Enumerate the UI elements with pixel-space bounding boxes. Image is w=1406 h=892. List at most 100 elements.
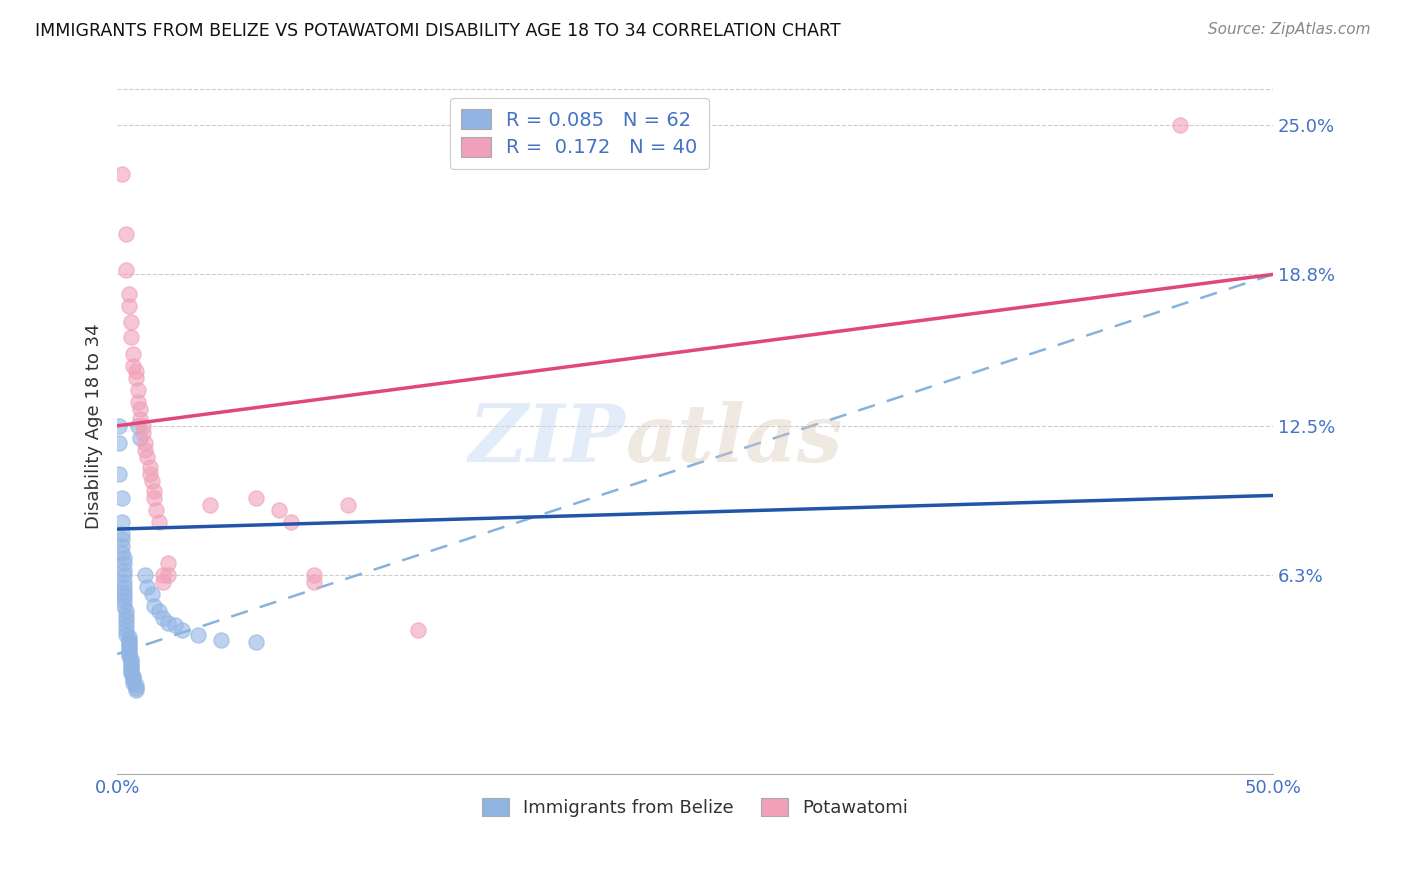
Point	[152, 574, 174, 589]
Point	[120, 661, 142, 675]
Point	[112, 584, 135, 599]
Point	[148, 604, 170, 618]
Point	[131, 425, 153, 440]
Point	[198, 498, 221, 512]
Point	[120, 659, 142, 673]
Point	[170, 623, 193, 637]
Point	[120, 654, 142, 668]
Point	[124, 363, 146, 377]
Point	[129, 411, 152, 425]
Point	[163, 618, 186, 632]
Point	[120, 652, 142, 666]
Point	[108, 435, 131, 450]
Point	[112, 567, 135, 582]
Point	[111, 527, 134, 541]
Point	[127, 383, 149, 397]
Point	[118, 647, 141, 661]
Y-axis label: Disability Age 18 to 34: Disability Age 18 to 34	[86, 323, 103, 529]
Point	[143, 483, 166, 498]
Point	[118, 640, 141, 654]
Point	[124, 370, 146, 384]
Point	[115, 618, 138, 632]
Point	[122, 671, 145, 685]
Point	[108, 418, 131, 433]
Point	[112, 594, 135, 608]
Point	[122, 359, 145, 373]
Point	[120, 657, 142, 671]
Point	[122, 673, 145, 688]
Point	[148, 515, 170, 529]
Point	[280, 515, 302, 529]
Point	[157, 567, 180, 582]
Point	[134, 442, 156, 457]
Point	[141, 474, 163, 488]
Point	[115, 604, 138, 618]
Point	[406, 623, 429, 637]
Point	[1168, 119, 1191, 133]
Point	[245, 635, 267, 649]
Point	[118, 642, 141, 657]
Point	[152, 611, 174, 625]
Point	[118, 299, 141, 313]
Point	[138, 459, 160, 474]
Point	[112, 580, 135, 594]
Point	[118, 644, 141, 658]
Point	[120, 316, 142, 330]
Point	[143, 491, 166, 505]
Point	[124, 683, 146, 698]
Point	[138, 467, 160, 481]
Point	[124, 681, 146, 695]
Point	[111, 515, 134, 529]
Point	[136, 580, 159, 594]
Point	[127, 394, 149, 409]
Point	[115, 262, 138, 277]
Point	[111, 491, 134, 505]
Point	[136, 450, 159, 464]
Point	[302, 574, 325, 589]
Point	[112, 550, 135, 565]
Point	[337, 498, 360, 512]
Point	[115, 628, 138, 642]
Text: IMMIGRANTS FROM BELIZE VS POTAWATOMI DISABILITY AGE 18 TO 34 CORRELATION CHART: IMMIGRANTS FROM BELIZE VS POTAWATOMI DIS…	[35, 22, 841, 40]
Point	[111, 532, 134, 546]
Text: Source: ZipAtlas.com: Source: ZipAtlas.com	[1208, 22, 1371, 37]
Point	[122, 668, 145, 682]
Point	[111, 167, 134, 181]
Point	[134, 567, 156, 582]
Point	[187, 628, 209, 642]
Point	[118, 649, 141, 664]
Point	[111, 546, 134, 560]
Point	[157, 615, 180, 630]
Point	[115, 227, 138, 241]
Point	[134, 435, 156, 450]
Point	[111, 539, 134, 553]
Point	[129, 401, 152, 416]
Point	[112, 563, 135, 577]
Point	[112, 574, 135, 589]
Point	[115, 613, 138, 627]
Point	[245, 491, 267, 505]
Point	[112, 599, 135, 613]
Point	[131, 418, 153, 433]
Point	[118, 637, 141, 651]
Point	[115, 608, 138, 623]
Point	[115, 623, 138, 637]
Text: ZIP: ZIP	[468, 401, 626, 478]
Point	[302, 567, 325, 582]
Point	[118, 632, 141, 647]
Point	[118, 286, 141, 301]
Point	[112, 556, 135, 570]
Point	[129, 431, 152, 445]
Point	[108, 467, 131, 481]
Point	[145, 503, 167, 517]
Point	[157, 556, 180, 570]
Point	[118, 630, 141, 644]
Point	[122, 676, 145, 690]
Point	[152, 567, 174, 582]
Point	[141, 587, 163, 601]
Point	[120, 664, 142, 678]
Point	[118, 635, 141, 649]
Legend: Immigrants from Belize, Potawatomi: Immigrants from Belize, Potawatomi	[474, 790, 915, 824]
Point	[209, 632, 232, 647]
Point	[127, 418, 149, 433]
